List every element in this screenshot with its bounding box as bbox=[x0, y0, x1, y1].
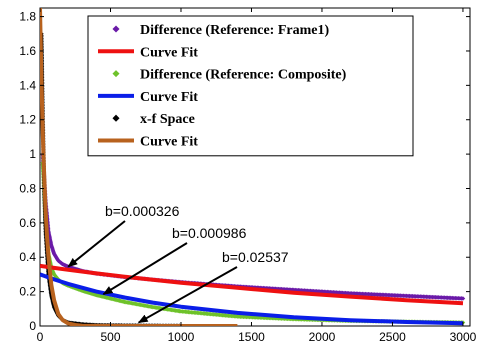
series-5-fit-line bbox=[40, 8, 238, 326]
legend-label: x-f Space bbox=[140, 112, 195, 127]
legend-label: Curve Fit bbox=[140, 45, 198, 60]
y-tick-label: 0.2 bbox=[19, 285, 36, 299]
legend-box bbox=[87, 15, 414, 157]
data-point bbox=[460, 296, 466, 301]
annotation-label: b=0.000326 bbox=[105, 203, 180, 219]
annotation-arrow bbox=[67, 220, 126, 268]
x-tick-label: 3000 bbox=[450, 330, 477, 344]
y-tick-label: 1.2 bbox=[19, 113, 36, 127]
legend: Difference (Reference: Frame1) Curve Fit D… bbox=[87, 15, 414, 157]
annotation-arrow bbox=[102, 242, 188, 296]
y-tick-label: 0 bbox=[29, 319, 36, 333]
x-tick-label: 0 bbox=[37, 330, 44, 344]
y-tick-label: 0.8 bbox=[19, 181, 36, 195]
y-tick-label: 1.6 bbox=[19, 44, 36, 58]
y-tick-label: 1 bbox=[29, 147, 36, 161]
annotation-label: b=0.000986 bbox=[172, 225, 247, 241]
series-layer bbox=[40, 8, 466, 326]
x-tick-label: 500 bbox=[100, 330, 120, 344]
axes: 0 500 1000 1500 2000 2500 3000 0 0.2 0.4 0.6 0.8 1 1.… bbox=[19, 8, 477, 344]
legend-label: Difference (Reference: Frame1) bbox=[140, 23, 329, 38]
legend-label: Difference (Reference: Composite) bbox=[140, 68, 347, 83]
annotations: b=0.000326 b=0.000986 b=0.02537 bbox=[67, 203, 289, 324]
legend-label: Curve Fit bbox=[140, 135, 198, 150]
y-tick-label: 1.4 bbox=[19, 78, 36, 92]
legend-label: Curve Fit bbox=[140, 90, 198, 105]
y-tick-label: 0.4 bbox=[19, 250, 36, 264]
y-tick-label: 0.6 bbox=[19, 216, 36, 230]
x-tick-label: 1500 bbox=[238, 330, 265, 344]
y-tick-label: 1.8 bbox=[19, 10, 36, 24]
series-3-fit-line bbox=[40, 272, 464, 326]
annotation-arrow bbox=[137, 266, 238, 324]
x-tick-label: 2500 bbox=[379, 330, 406, 344]
annotation-label: b=0.02537 bbox=[222, 249, 289, 265]
x-tick-label: 1000 bbox=[168, 330, 195, 344]
legend-marker-swatch bbox=[112, 114, 120, 122]
series-1-fit-line bbox=[40, 263, 464, 306]
legend-marker-swatch bbox=[112, 70, 120, 78]
x-tick-label: 2000 bbox=[309, 330, 336, 344]
